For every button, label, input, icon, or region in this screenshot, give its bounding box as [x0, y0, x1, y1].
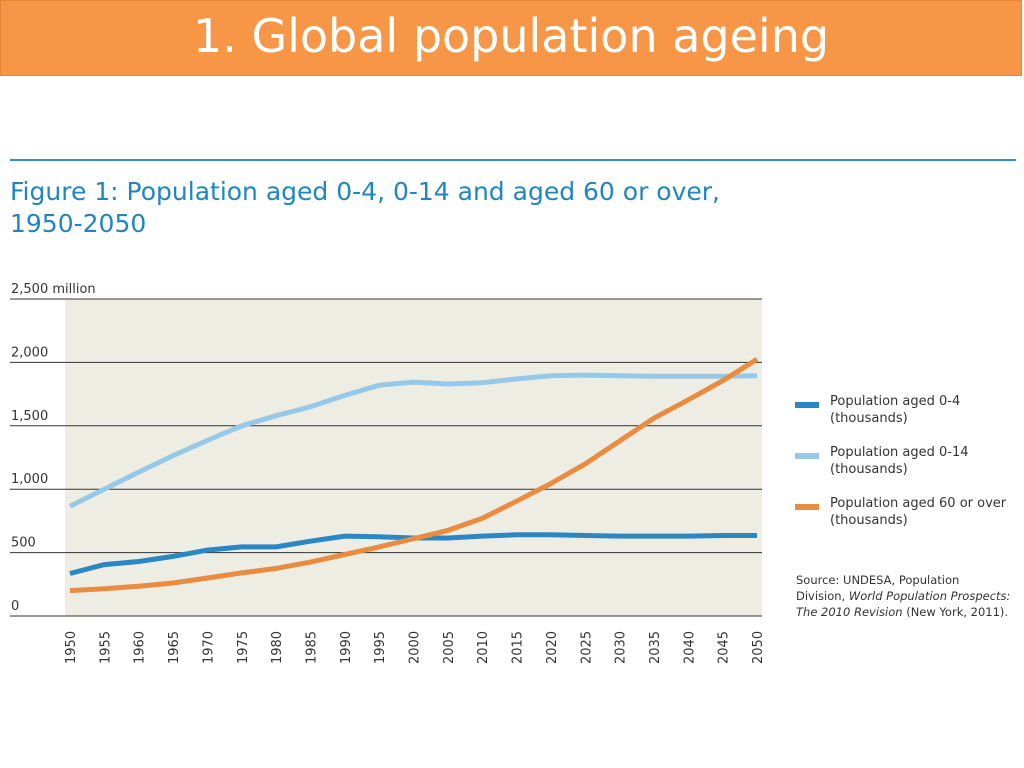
chart-source-note: Source: UNDESA, Population Division, Wor… [796, 573, 1011, 619]
x-tick-label-1985: 1985 [304, 631, 319, 664]
x-tick-label-1960: 1960 [133, 631, 148, 664]
y-tick-label-1000: 1,000 [11, 472, 48, 487]
x-tick-label-2000: 2000 [408, 631, 423, 664]
x-tick-label-1990: 1990 [339, 631, 354, 664]
x-tick-label-2025: 2025 [579, 631, 594, 664]
x-tick-label-1970: 1970 [201, 631, 216, 664]
legend-swatch-aged-60-plus [795, 504, 819, 510]
legend-label-aged-60-plus: Population aged 60 or over (thousands) [830, 496, 1007, 528]
population-line-chart: 0 500 1,000 1,500 2,000 2,500 million 1950 195… [10, 282, 766, 664]
x-tick-label-1995: 1995 [373, 631, 388, 664]
slide-header: 1. Global population ageing [0, 0, 1022, 76]
y-tick-label-500: 500 [11, 536, 36, 551]
x-tick-label-2030: 2030 [614, 631, 629, 664]
x-tick-label-1965: 1965 [167, 631, 182, 664]
x-tick-label-2010: 2010 [476, 631, 491, 664]
legend-swatch-aged-0-14 [795, 453, 819, 459]
slide-title: 1. Global population ageing [192, 9, 830, 63]
x-tick-label-2035: 2035 [648, 631, 663, 664]
legend-item-aged-0-14: Population aged 0-14 (thousands) [795, 444, 1020, 495]
x-tick-label-2005: 2005 [442, 631, 457, 664]
legend-item-aged-60-plus: Population aged 60 or over (thousands) [795, 495, 1020, 546]
x-tick-label-2050: 2050 [751, 631, 766, 664]
legend-swatch-aged-0-4 [795, 402, 819, 408]
y-tick-label-2500: 2,500 million [11, 282, 96, 297]
x-tick-label-2020: 2020 [545, 631, 560, 664]
x-tick-label-1980: 1980 [270, 631, 285, 664]
x-tick-label-1950: 1950 [64, 631, 79, 664]
x-tick-label-1955: 1955 [98, 631, 113, 664]
x-tick-label-2040: 2040 [682, 631, 697, 664]
legend-label-aged-0-14: Population aged 0-14 (thousands) [830, 445, 969, 477]
x-tick-label-2015: 2015 [511, 631, 526, 664]
legend-label-aged-0-4: Population aged 0-4 (thousands) [830, 394, 961, 426]
figure-title: Figure 1: Population aged 0-4, 0-14 and … [10, 177, 720, 238]
chart-legend: Population aged 0-4 (thousands) Populati… [795, 393, 1020, 546]
y-tick-label-1500: 1,500 [11, 409, 48, 424]
y-tick-label-0: 0 [11, 599, 19, 614]
plot-area [65, 299, 762, 616]
x-tick-label-2045: 2045 [717, 631, 732, 664]
x-tick-label-1975: 1975 [236, 631, 251, 664]
legend-item-aged-0-4: Population aged 0-4 (thousands) [795, 393, 1020, 444]
y-tick-label-2000: 2,000 [11, 345, 48, 360]
figure-divider [10, 159, 1016, 161]
